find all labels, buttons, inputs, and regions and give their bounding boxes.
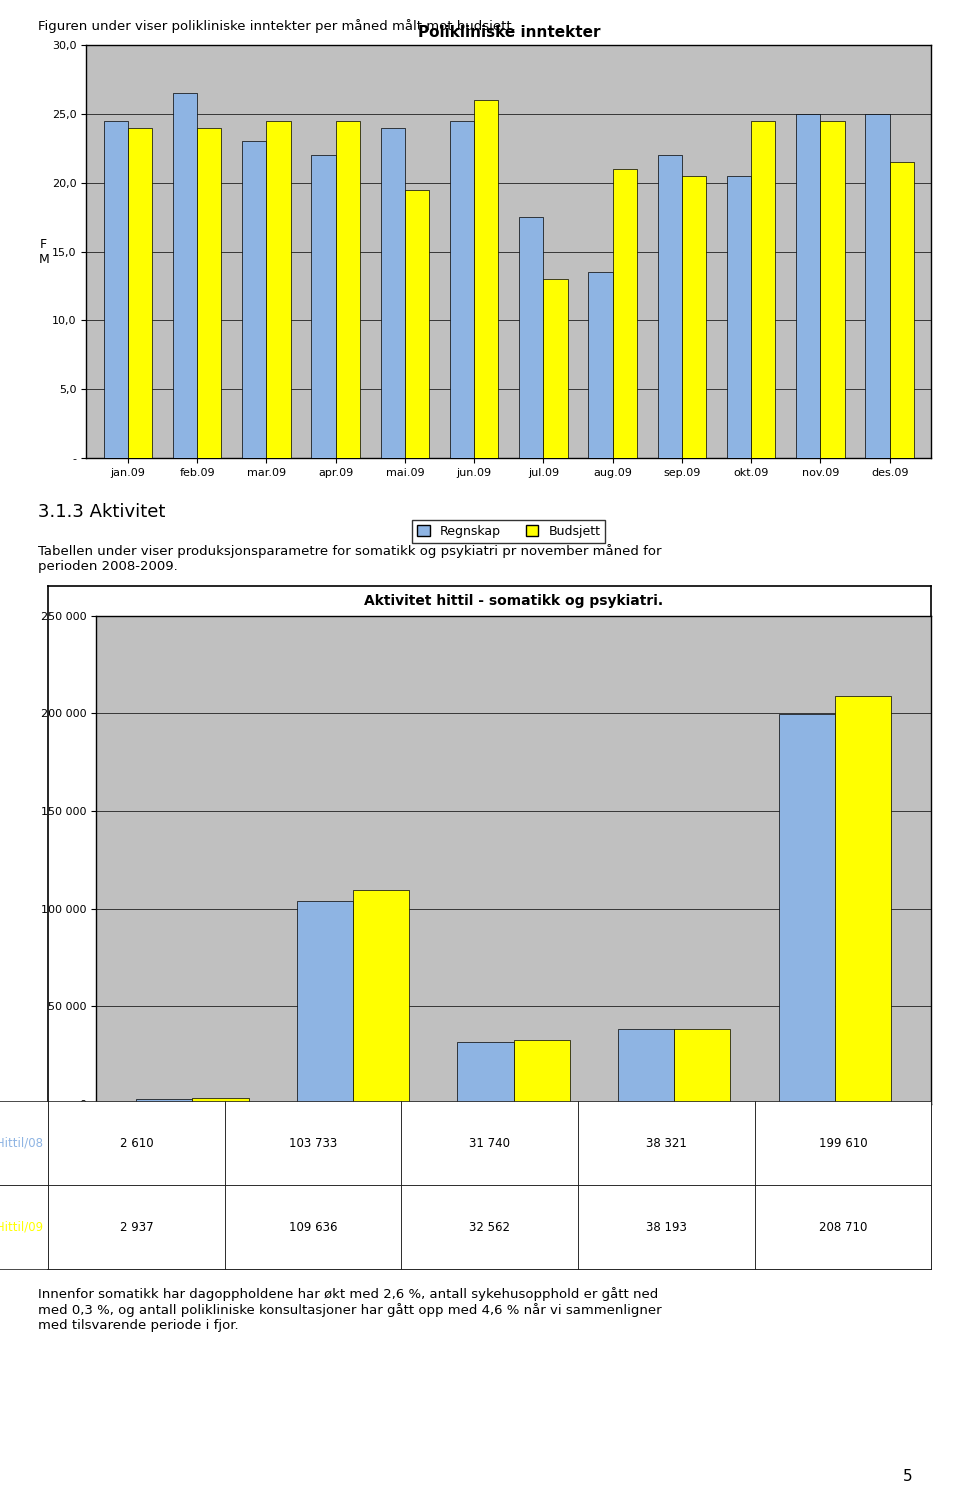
Text: Figuren under viser polikliniske inntekter per måned målt mot budsjett.: Figuren under viser polikliniske inntekt… bbox=[38, 18, 516, 33]
Bar bbox=[612, 168, 636, 458]
Text: Innenfor somatikk har dagoppholdene har økt med 2,6 %, antall sykehusopphold er : Innenfor somatikk har dagoppholdene har … bbox=[38, 1287, 662, 1332]
Bar bbox=[674, 1029, 731, 1104]
Bar bbox=[796, 114, 821, 458]
Bar bbox=[865, 114, 890, 458]
Title: Aktivitet hittil - somatikk og psykiatri.: Aktivitet hittil - somatikk og psykiatri… bbox=[364, 593, 663, 608]
Bar bbox=[297, 901, 353, 1104]
Bar bbox=[128, 128, 153, 458]
Bar bbox=[267, 120, 291, 458]
Bar bbox=[618, 1029, 674, 1104]
Bar bbox=[779, 715, 835, 1104]
Bar bbox=[727, 176, 751, 458]
Bar bbox=[474, 101, 498, 458]
Bar bbox=[543, 279, 567, 458]
Bar bbox=[682, 176, 707, 458]
Text: 5: 5 bbox=[902, 1469, 912, 1484]
Bar bbox=[311, 155, 336, 458]
Bar bbox=[751, 120, 776, 458]
Bar bbox=[192, 1098, 249, 1104]
Bar bbox=[821, 120, 845, 458]
Bar bbox=[405, 189, 429, 458]
Bar bbox=[242, 141, 267, 458]
Bar bbox=[658, 155, 682, 458]
Bar bbox=[104, 120, 128, 458]
Bar bbox=[835, 697, 891, 1104]
Bar bbox=[457, 1042, 514, 1104]
Text: 3.1.3 Aktivitet: 3.1.3 Aktivitet bbox=[38, 503, 166, 521]
Y-axis label: F
M: F M bbox=[38, 237, 49, 266]
Title: Polikliniske inntekter: Polikliniske inntekter bbox=[418, 24, 600, 39]
Legend: Regnskap, Budsjett: Regnskap, Budsjett bbox=[412, 520, 606, 542]
Bar bbox=[197, 128, 222, 458]
Bar bbox=[514, 1041, 570, 1104]
Bar bbox=[450, 120, 474, 458]
Bar bbox=[890, 162, 914, 458]
Bar bbox=[519, 218, 543, 458]
Bar bbox=[381, 128, 405, 458]
Bar bbox=[136, 1099, 192, 1104]
Bar bbox=[336, 120, 360, 458]
Bar bbox=[588, 272, 612, 458]
Bar bbox=[173, 93, 197, 458]
Text: Tabellen under viser produksjonsparametre for somatikk og psykiatri pr november : Tabellen under viser produksjonsparametr… bbox=[38, 544, 661, 572]
Bar bbox=[353, 889, 409, 1104]
